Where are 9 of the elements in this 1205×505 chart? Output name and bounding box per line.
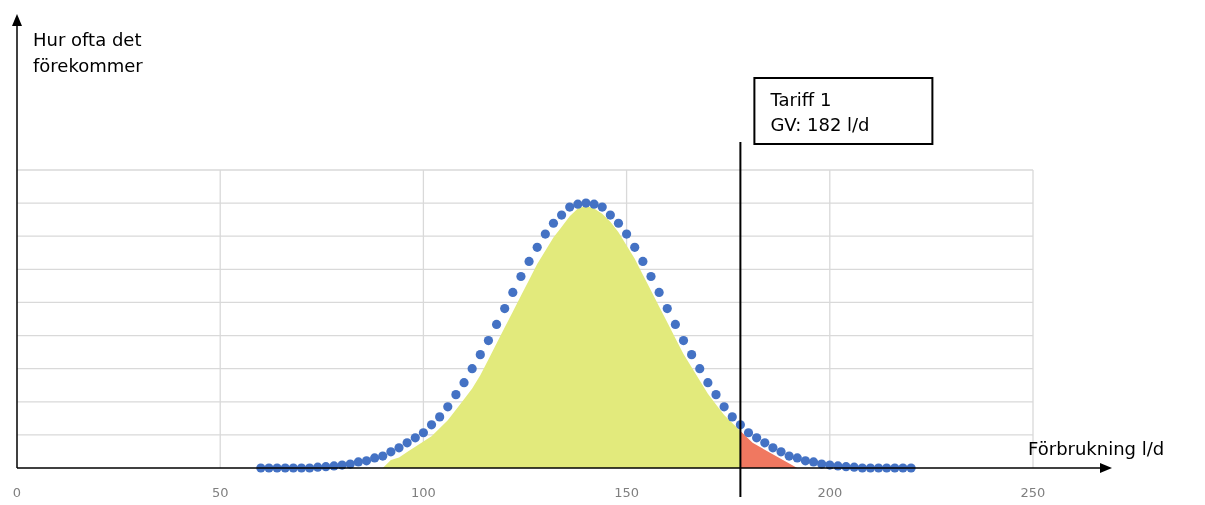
x-tick-label: 50 (211, 485, 229, 500)
x-tick-label: 150 (614, 485, 640, 500)
x-tick-label: 200 (817, 485, 843, 500)
x-axis-title: Förbrukning l/d (1028, 438, 1165, 459)
x-tick-label: 0 (12, 485, 22, 500)
x-tick-label: 250 (1020, 485, 1046, 500)
text: Tariff 1 GV: 182 l/d (769, 89, 870, 135)
x-tick-label: 100 (410, 485, 436, 500)
text: Hur ofta det förekommer (33, 29, 144, 76)
